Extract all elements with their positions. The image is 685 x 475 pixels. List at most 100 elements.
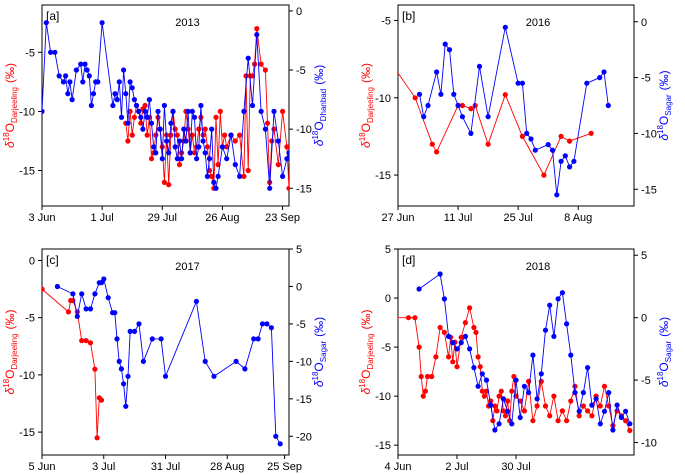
series-sagar-point xyxy=(450,340,456,346)
series-darjeeling-point xyxy=(172,126,178,132)
x-tick-label: 3 Jun xyxy=(29,212,56,224)
series-darjeeling-point xyxy=(454,364,460,370)
series-dhanbad-point xyxy=(187,150,193,156)
y-left-tick-label: -10 xyxy=(19,106,35,118)
series-dhanbad-point xyxy=(213,185,219,191)
series-sagar-point xyxy=(468,130,474,136)
panel-a: 3 Jun 1 Jul 29 Jul 26 Aug 23 Sep -5 -10 -15 0 -5 -… xyxy=(2,4,328,224)
series-sagar-point xyxy=(112,310,118,316)
series-dhanbad-point xyxy=(123,91,129,97)
series-darjeeling-point xyxy=(567,138,573,144)
series-sagar-point xyxy=(268,325,274,331)
series-sagar-point xyxy=(437,271,443,277)
series-dhanbad-point xyxy=(286,150,289,156)
series-sagar-point xyxy=(500,396,506,402)
series-dhanbad-point xyxy=(206,156,213,162)
series-dhanbad-point xyxy=(112,91,118,97)
series-sagar-point xyxy=(121,381,127,387)
series-sagar-point xyxy=(438,91,444,97)
series-sagar-point xyxy=(193,298,199,304)
y-right-axis-label: δ18ODhanbad(‰) xyxy=(311,65,328,146)
y-right-tick-label: -15 xyxy=(296,183,312,195)
plot-frame xyxy=(397,4,635,207)
panel-tag: [d] xyxy=(402,253,415,267)
series-sagar-point xyxy=(136,321,142,327)
series-sagar-point xyxy=(455,102,461,109)
series-sagar-point xyxy=(585,365,591,371)
series-darjeeling-point xyxy=(623,418,629,424)
series-sagar-point xyxy=(606,390,612,396)
series-sagar-point xyxy=(492,427,498,433)
y-left-axis-label: δ18ODarjeeling(‰) xyxy=(2,310,19,395)
series-sagar-point xyxy=(451,91,457,97)
series-dhanbad-point xyxy=(245,55,251,61)
series-darjeeling-point xyxy=(412,95,418,101)
series-sagar-point xyxy=(555,296,561,302)
series-darjeeling-line xyxy=(42,288,102,438)
series-darjeeling-point xyxy=(391,64,396,69)
series-dhanbad-point xyxy=(161,102,167,109)
series-sagar-point xyxy=(54,283,61,290)
series-sagar-point xyxy=(416,91,423,97)
svg-text:δ18ODhanbad(‰): δ18ODhanbad(‰) xyxy=(311,65,328,146)
series-sagar-point xyxy=(593,396,599,402)
series-sagar-point xyxy=(502,24,508,30)
series-darjeeling-point xyxy=(521,408,528,414)
series-dhanbad-point xyxy=(144,114,150,120)
series-dhanbad-point xyxy=(118,114,125,120)
x-tick-label: 3 Jul xyxy=(92,461,115,473)
series-darjeeling-point xyxy=(446,354,452,360)
series-darjeeling-point xyxy=(429,141,435,147)
series-darjeeling-point xyxy=(224,144,230,150)
series-darjeeling-point xyxy=(500,408,506,414)
x-tick-label: 29 Jul xyxy=(148,212,177,224)
series-sagar-point xyxy=(589,402,595,408)
y-right-tick-label: -15 xyxy=(296,394,312,406)
series-dhanbad-point xyxy=(80,79,86,85)
panel-d: 4 Jun 2 Jul 30 Jul 5 0 -5 -10 -15 5 0 -5 -10 [d] 2018… xyxy=(358,244,673,473)
panel-title: 2018 xyxy=(526,261,550,273)
x-tick-label: 31 Jul xyxy=(151,461,180,473)
series-sagar-point xyxy=(559,290,566,296)
series-sagar-point xyxy=(601,69,607,75)
series-sagar-point xyxy=(118,366,124,372)
series-sagar-point xyxy=(496,421,502,427)
y-right-tick-label: -5 xyxy=(641,73,651,85)
y-right-tick-label: 5 xyxy=(641,250,647,262)
series-sagar-point xyxy=(485,114,491,120)
series-sagar-point xyxy=(242,366,248,372)
series-darjeeling-point xyxy=(74,309,80,315)
series-dhanbad-point xyxy=(170,108,176,114)
series-dhanbad-point xyxy=(95,79,101,85)
series-sagar-point xyxy=(255,336,261,342)
series-darjeeling-point xyxy=(568,398,574,404)
y-left-tick-label: -10 xyxy=(375,391,391,403)
series-darjeeling-point xyxy=(505,398,511,404)
series-darjeeling-point xyxy=(490,418,496,424)
series-darjeeling-point xyxy=(241,173,247,179)
series-sagar-point xyxy=(547,302,553,308)
series-darjeeling-point xyxy=(237,132,243,138)
svg-text:δ18ODarjeeling(‰): δ18ODarjeeling(‰) xyxy=(2,63,19,148)
series-darjeeling-point xyxy=(564,418,570,424)
y-right-tick-label: -10 xyxy=(641,438,657,450)
series-darjeeling-point xyxy=(168,132,174,138)
series-sagar-point xyxy=(434,69,440,75)
series-sagar-point xyxy=(416,286,422,292)
y-left-tick-label: -15 xyxy=(375,440,391,452)
y-right-tick-label: 0 xyxy=(641,313,647,325)
series-darjeeling-point xyxy=(492,403,498,409)
series-dhanbad-point xyxy=(267,185,273,191)
series-dhanbad-point xyxy=(155,108,161,114)
series-darjeeling-point xyxy=(434,149,440,155)
svg-text:δ18OSagar(‰): δ18OSagar(‰) xyxy=(656,70,673,140)
series-sagar-point xyxy=(526,390,532,396)
x-tick-label: 2 Jul xyxy=(445,461,468,473)
x-tick-label: 23 Sep xyxy=(265,212,300,224)
series-sagar-point xyxy=(614,402,620,408)
x-tick-label: 27 Jun xyxy=(381,212,414,224)
series-sagar-point xyxy=(467,346,473,352)
series-darjeeling-point xyxy=(269,138,275,144)
x-tick-label: 28 Aug xyxy=(210,461,244,473)
series-sagar-point xyxy=(571,158,577,164)
